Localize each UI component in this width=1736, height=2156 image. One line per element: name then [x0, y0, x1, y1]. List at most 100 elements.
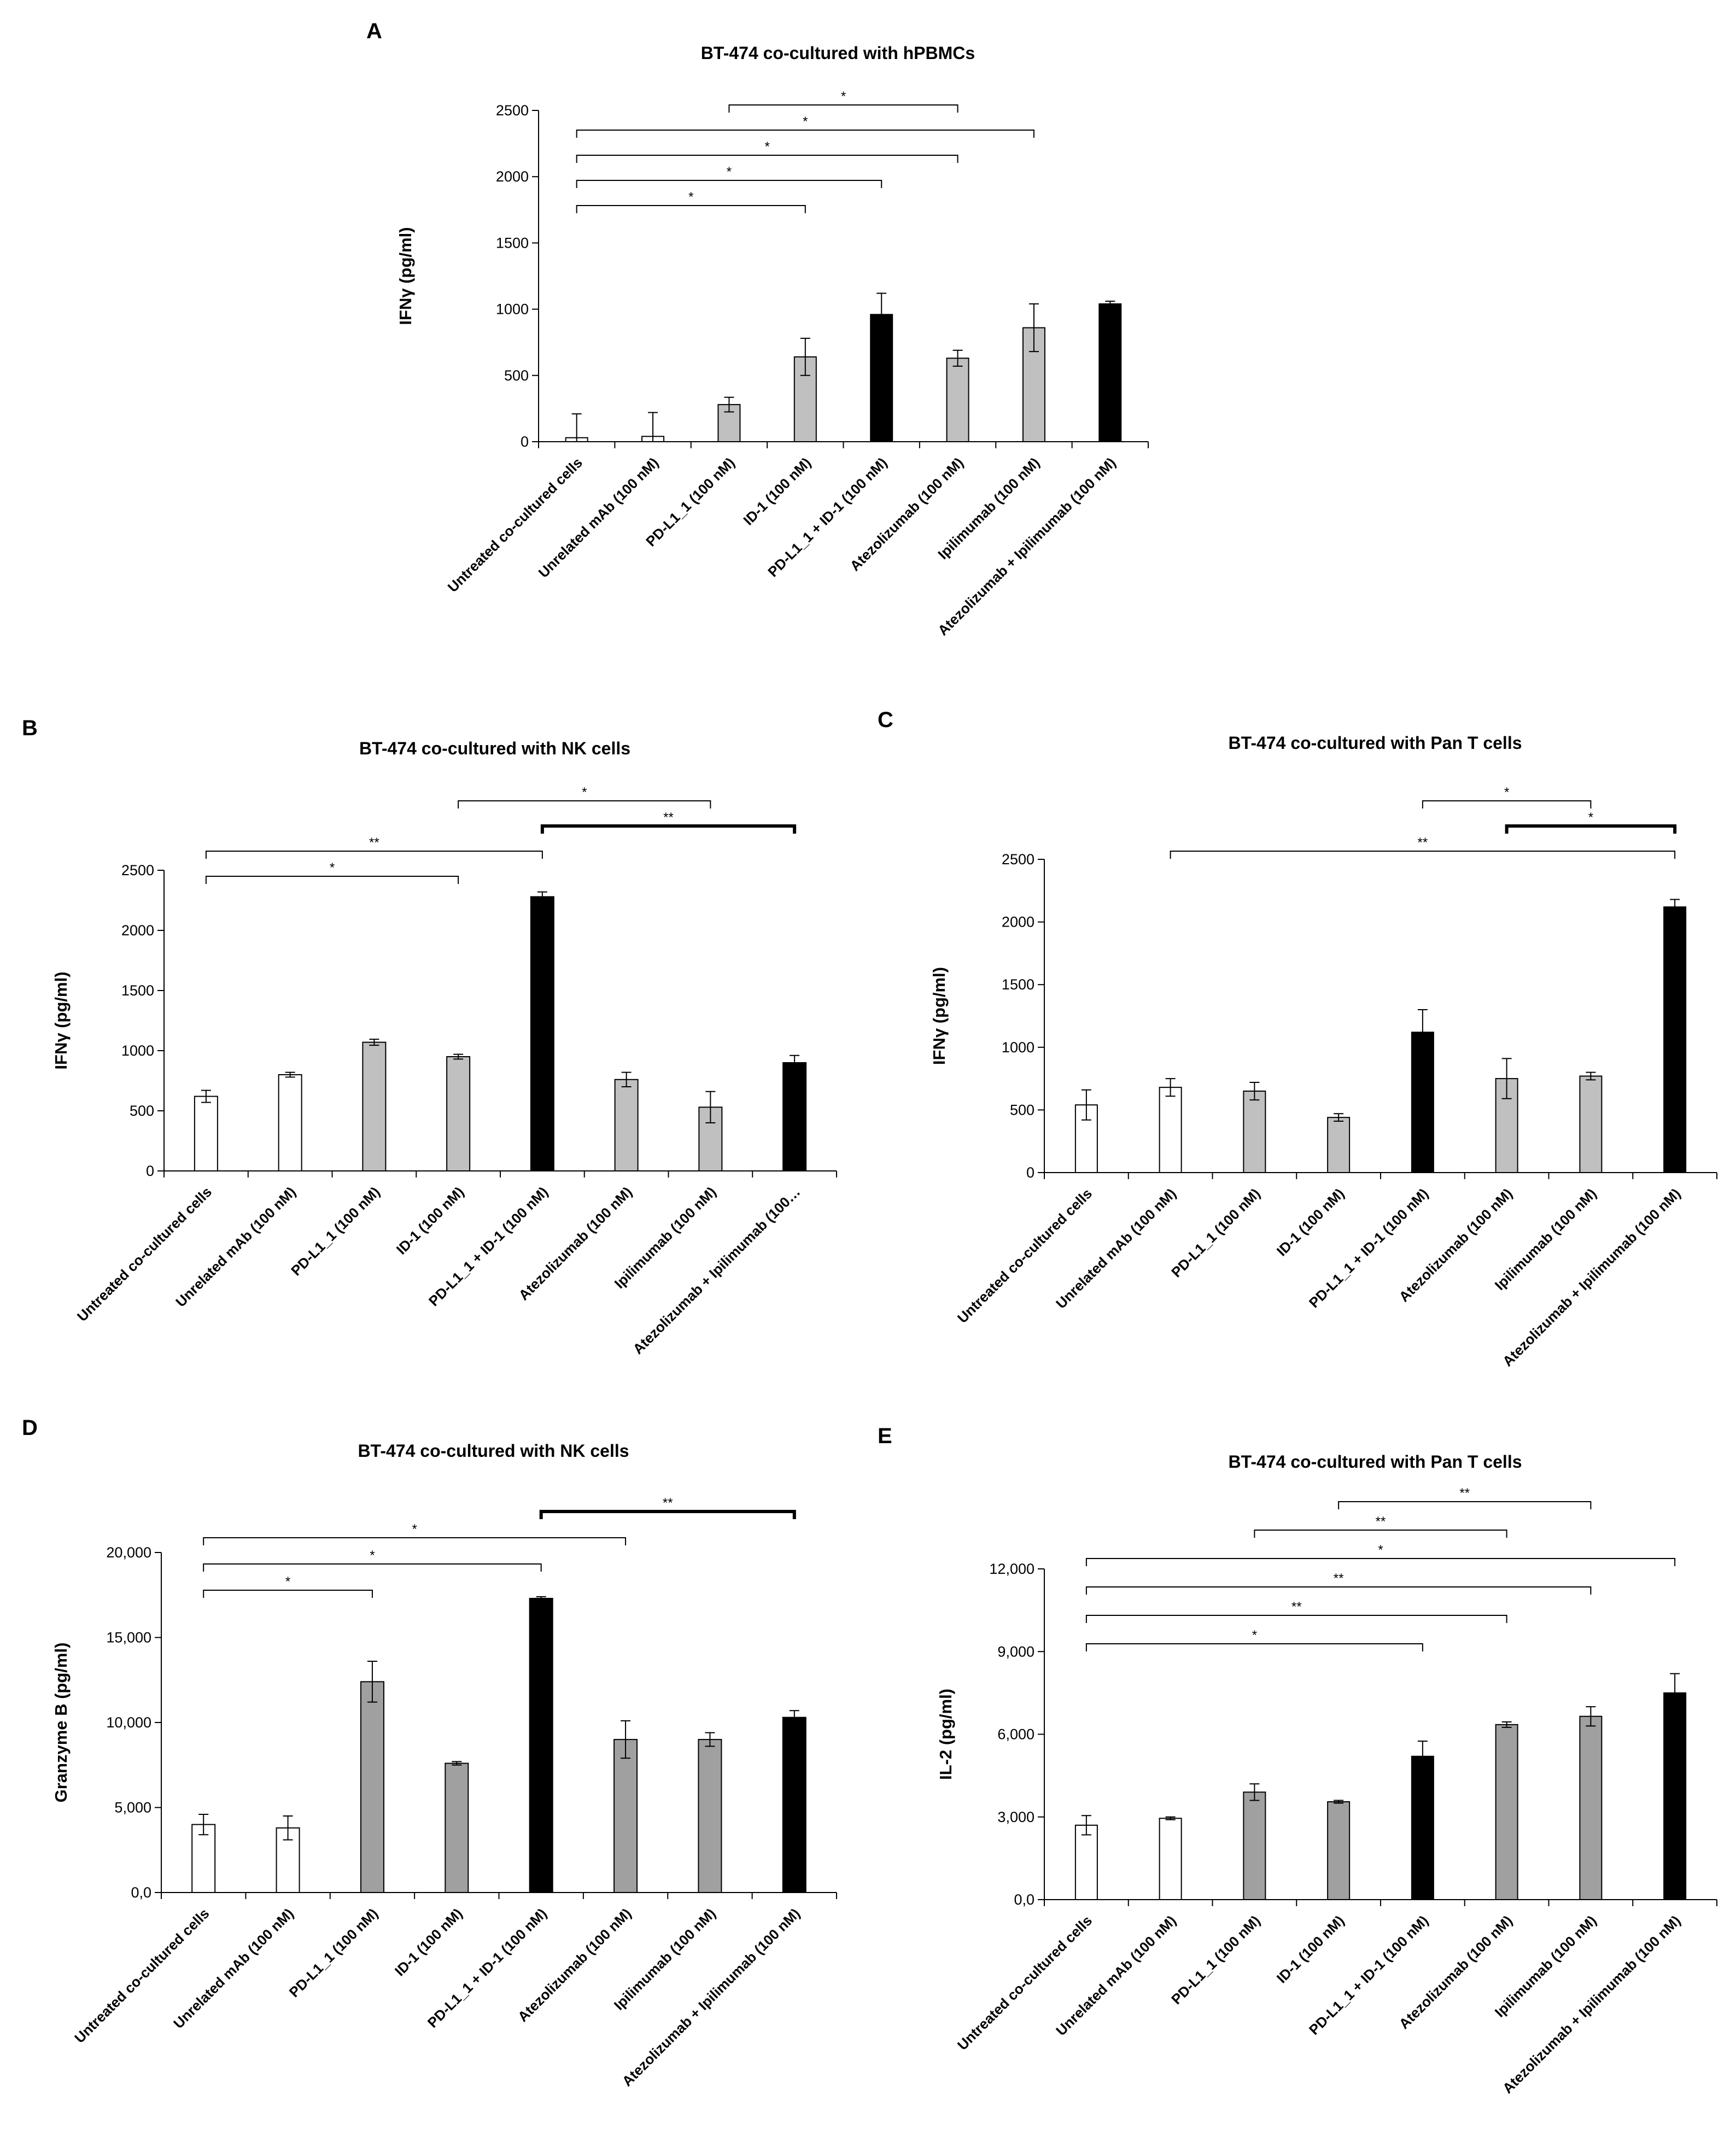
bar-e-5 [1495, 1724, 1518, 1901]
significance-bracket-d-1 [203, 1537, 627, 1545]
significance-bracket-a-4 [576, 205, 806, 213]
y-tick-label: 2500 [121, 862, 154, 878]
significance-label: ** [663, 1496, 673, 1510]
bar-e-4 [1411, 1755, 1434, 1900]
significance-bracket-d-3 [203, 1590, 373, 1598]
y-tick-label: 0,0 [1014, 1891, 1034, 1908]
bar-d-5 [613, 1739, 638, 1894]
panel-letter-e: E [878, 1424, 892, 1448]
bar-e-0 [1074, 1824, 1098, 1900]
y-tick-label: 2000 [1002, 914, 1034, 930]
bar-b-0 [194, 1095, 218, 1171]
bar-e-1 [1159, 1818, 1182, 1900]
significance-label: ** [1459, 1486, 1470, 1501]
significance-label: * [412, 1522, 417, 1537]
significance-bracket-e-2 [1085, 1558, 1676, 1566]
y-tick-label: 1500 [1002, 976, 1034, 993]
significance-bracket-b-1 [540, 824, 797, 834]
bar-e-2 [1243, 1791, 1266, 1900]
bar-a-7 [1098, 303, 1122, 442]
significance-label: ** [1291, 1600, 1302, 1614]
y-tick-label: 15,000 [106, 1630, 151, 1646]
significance-label: * [803, 114, 808, 129]
y-tick-label: 0 [521, 433, 529, 450]
bar-b-4 [530, 896, 554, 1172]
bar-b-1 [278, 1074, 302, 1171]
y-tick-label: 2500 [1002, 851, 1034, 868]
bar-c-7 [1663, 906, 1687, 1173]
significance-label: ** [1418, 835, 1428, 850]
significance-bracket-d-2 [203, 1563, 542, 1572]
y-tick-label: 1500 [496, 235, 529, 251]
significance-label: ** [1334, 1571, 1344, 1586]
significance-bracket-c-0 [1422, 800, 1592, 809]
y-tick-label: 1000 [121, 1042, 154, 1059]
panel-letter-c: C [878, 708, 893, 732]
significance-label: * [285, 1574, 290, 1589]
y-tick-label: 2000 [121, 922, 154, 939]
significance-label: * [1504, 785, 1509, 800]
bar-a-5 [946, 358, 969, 443]
significance-label: * [1588, 810, 1593, 825]
significance-label: * [764, 139, 769, 154]
y-tick-label: 2000 [496, 168, 529, 185]
significance-bracket-a-1 [576, 130, 1034, 138]
bar-c-2 [1243, 1091, 1266, 1174]
y-tick-label: 5,000 [114, 1800, 151, 1816]
y-tick-label: 500 [504, 367, 529, 384]
bar-c-6 [1579, 1075, 1603, 1173]
significance-label: * [1378, 1543, 1383, 1557]
chart-title-d: BT-474 co-cultured with NK cells [358, 1441, 629, 1461]
y-tick-label: 1000 [496, 301, 529, 318]
y-axis-label-c: IFNγ (pg/ml) [930, 967, 949, 1065]
y-tick-label: 20,000 [106, 1544, 151, 1561]
y-axis-label-a: IFNγ (pg/ml) [396, 227, 415, 325]
bar-d-6 [698, 1739, 722, 1894]
significance-bracket-b-3 [205, 876, 459, 884]
significance-bracket-d-0 [539, 1510, 796, 1519]
significance-label: * [727, 165, 732, 179]
significance-label: ** [663, 810, 674, 825]
y-tick-label: 9,000 [997, 1643, 1034, 1660]
significance-label: * [582, 785, 587, 800]
y-tick-label: 0,0 [131, 1884, 151, 1901]
y-tick-label: 500 [1010, 1102, 1034, 1118]
significance-bracket-e-5 [1085, 1643, 1423, 1651]
significance-label: ** [1376, 1514, 1386, 1529]
panel-letter-d: D [22, 1416, 38, 1440]
bar-b-5 [614, 1079, 639, 1172]
significance-bracket-a-3 [576, 180, 882, 188]
significance-label: * [370, 1548, 375, 1563]
bar-b-2 [362, 1041, 387, 1171]
bar-e-6 [1579, 1715, 1603, 1901]
significance-label: * [1252, 1628, 1257, 1643]
significance-bracket-c-1 [1505, 824, 1677, 834]
bar-b-3 [446, 1056, 471, 1171]
bar-d-7 [782, 1716, 806, 1893]
y-tick-label: 2500 [496, 102, 529, 119]
panel-letter-b: B [22, 716, 38, 740]
significance-bracket-b-0 [458, 800, 711, 809]
significance-bracket-e-4 [1085, 1615, 1507, 1623]
significance-label: * [841, 89, 846, 104]
significance-bracket-e-1 [1254, 1530, 1507, 1538]
y-tick-label: 3,000 [997, 1809, 1034, 1825]
bar-d-2 [360, 1681, 384, 1894]
chart-title-b: BT-474 co-cultured with NK cells [359, 739, 630, 758]
bar-d-3 [445, 1762, 469, 1893]
bar-e-7 [1663, 1692, 1687, 1900]
bar-b-7 [782, 1062, 807, 1171]
chart-title-e: BT-474 co-cultured with Pan T cells [1228, 1452, 1522, 1472]
bar-c-3 [1327, 1117, 1351, 1173]
y-axis-label-b: IFNγ (pg/ml) [51, 971, 71, 1069]
bar-d-4 [529, 1597, 553, 1893]
y-tick-label: 0 [1026, 1164, 1034, 1181]
y-axis-label-d: Granzyme B (pg/ml) [51, 1643, 71, 1803]
bar-a-2 [717, 404, 741, 442]
y-tick-label: 0 [146, 1163, 154, 1179]
significance-bracket-a-0 [728, 104, 958, 113]
y-tick-label: 12,000 [989, 1561, 1034, 1577]
significance-label: * [330, 860, 335, 875]
